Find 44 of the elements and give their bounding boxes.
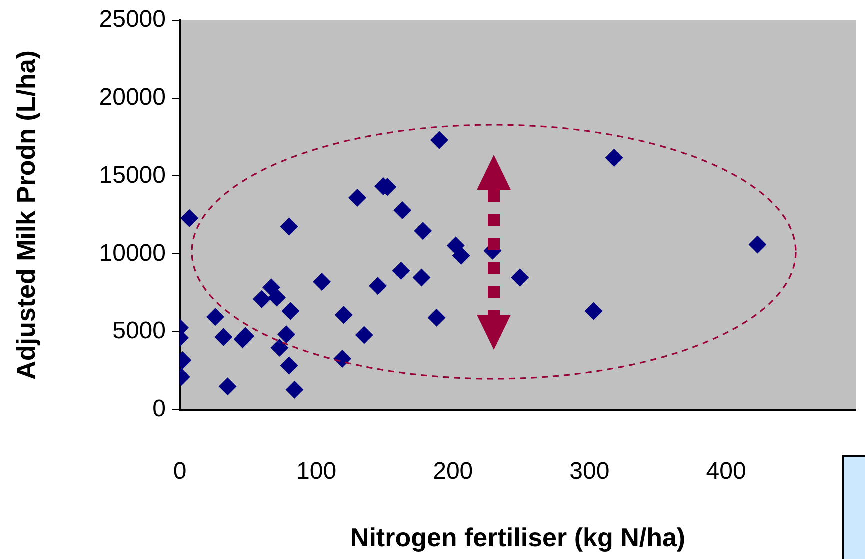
point [282, 302, 300, 320]
point [334, 306, 353, 324]
point [280, 356, 298, 375]
y-tick-label: 10000 [99, 240, 166, 267]
point [278, 326, 296, 344]
point [452, 246, 470, 265]
x-tick-label: 300 [570, 458, 610, 486]
point [214, 328, 233, 346]
point [446, 236, 465, 255]
point [262, 278, 280, 297]
x-tick-label: 0 [173, 458, 187, 486]
point [605, 149, 624, 168]
y-tick-label: 25000 [99, 6, 166, 34]
point [369, 277, 388, 296]
point [355, 326, 374, 344]
y-tick-label: 15000 [99, 162, 166, 189]
point [392, 262, 410, 280]
point [334, 350, 352, 368]
point [428, 308, 446, 327]
point [180, 209, 199, 228]
point [280, 218, 298, 236]
point [430, 131, 448, 150]
y-tick-label: 0 [152, 396, 166, 423]
point [511, 268, 530, 287]
point [270, 338, 289, 357]
point [414, 222, 432, 240]
point [218, 378, 237, 396]
point [268, 288, 286, 307]
y-axis-title: Adjusted Milk Prodn (L/ha) [10, 50, 41, 380]
point [584, 302, 603, 320]
x-tick-label: 400 [706, 458, 746, 486]
y-tick-label: 5000 [112, 318, 166, 345]
point [348, 189, 367, 208]
x-tick-label: 100 [296, 458, 337, 486]
point [394, 202, 412, 220]
point [206, 308, 225, 326]
point [286, 380, 304, 399]
x-axis-title: Nitrogen fertiliser (kg N/ha) [350, 522, 686, 553]
y-tick-label: 20000 [99, 84, 166, 111]
x-tick-label: 200 [433, 458, 474, 486]
point [748, 236, 767, 254]
point [313, 273, 332, 292]
point [252, 290, 271, 308]
point [412, 268, 431, 287]
